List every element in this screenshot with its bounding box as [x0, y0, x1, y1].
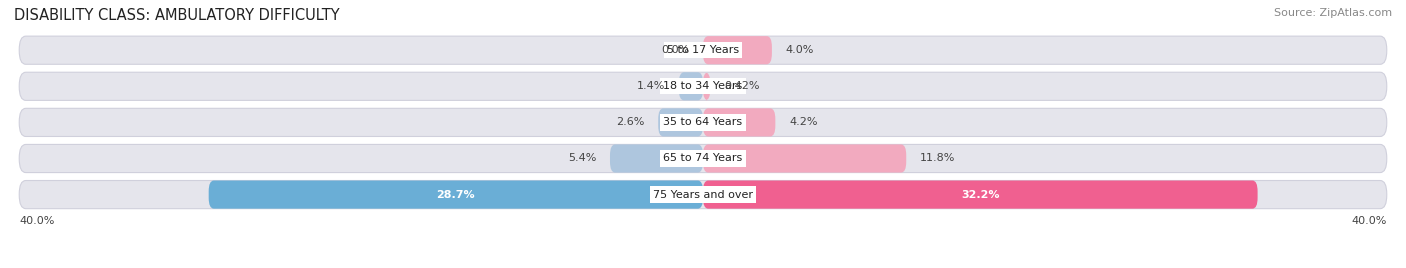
Text: 0.42%: 0.42% — [724, 81, 759, 91]
Text: 2.6%: 2.6% — [616, 117, 644, 127]
Text: DISABILITY CLASS: AMBULATORY DIFFICULTY: DISABILITY CLASS: AMBULATORY DIFFICULTY — [14, 8, 340, 23]
FancyBboxPatch shape — [703, 181, 1257, 209]
Text: 18 to 34 Years: 18 to 34 Years — [664, 81, 742, 91]
FancyBboxPatch shape — [703, 36, 772, 64]
FancyBboxPatch shape — [703, 144, 907, 173]
Text: 32.2%: 32.2% — [962, 189, 1000, 200]
FancyBboxPatch shape — [20, 108, 1386, 136]
Text: 5 to 17 Years: 5 to 17 Years — [666, 45, 740, 55]
FancyBboxPatch shape — [20, 181, 1386, 209]
Text: 65 to 74 Years: 65 to 74 Years — [664, 154, 742, 163]
FancyBboxPatch shape — [679, 72, 703, 100]
FancyBboxPatch shape — [20, 72, 1386, 100]
Text: 35 to 64 Years: 35 to 64 Years — [664, 117, 742, 127]
Text: 4.0%: 4.0% — [786, 45, 814, 55]
FancyBboxPatch shape — [703, 108, 775, 136]
Text: 4.2%: 4.2% — [789, 117, 818, 127]
FancyBboxPatch shape — [20, 36, 1386, 64]
FancyBboxPatch shape — [610, 144, 703, 173]
Text: 28.7%: 28.7% — [436, 189, 475, 200]
FancyBboxPatch shape — [703, 72, 710, 100]
FancyBboxPatch shape — [208, 181, 703, 209]
Text: 40.0%: 40.0% — [1351, 215, 1386, 226]
Text: 75 Years and over: 75 Years and over — [652, 189, 754, 200]
Text: 40.0%: 40.0% — [20, 215, 55, 226]
Text: Source: ZipAtlas.com: Source: ZipAtlas.com — [1274, 8, 1392, 18]
Text: 5.4%: 5.4% — [568, 154, 596, 163]
Text: 11.8%: 11.8% — [920, 154, 956, 163]
Text: 1.4%: 1.4% — [637, 81, 665, 91]
FancyBboxPatch shape — [20, 144, 1386, 173]
FancyBboxPatch shape — [658, 108, 703, 136]
Text: 0.0%: 0.0% — [661, 45, 689, 55]
